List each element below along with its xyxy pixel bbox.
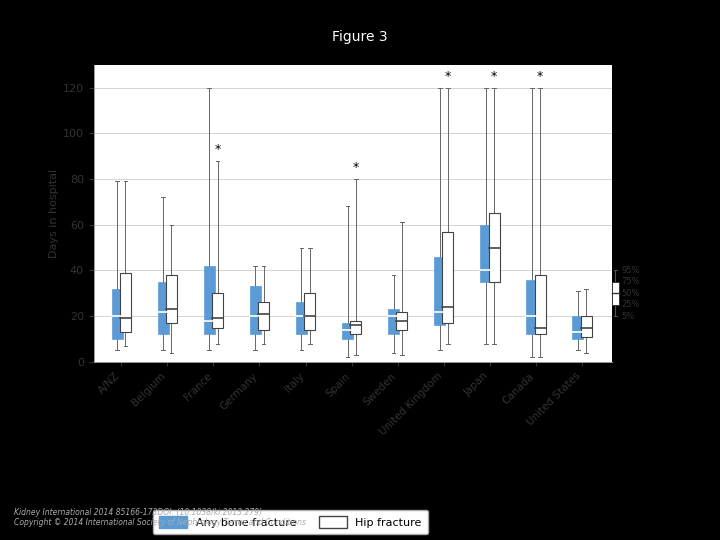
Text: *: *: [537, 70, 544, 83]
Bar: [488, 213, 500, 282]
Bar: [434, 256, 445, 325]
Bar: [296, 302, 307, 334]
Y-axis label: Days in hospital: Days in hospital: [48, 168, 58, 258]
Text: 75%: 75%: [621, 278, 640, 286]
Bar: [120, 273, 131, 332]
Bar: [250, 286, 261, 334]
Bar: [526, 280, 537, 334]
Bar: [480, 225, 491, 282]
Legend: Any bone fracture, Hip fracture: Any bone fracture, Hip fracture: [153, 510, 428, 535]
Text: *: *: [491, 70, 498, 83]
Text: 95%: 95%: [621, 266, 639, 275]
Bar: [580, 316, 592, 336]
Bar: [112, 289, 122, 339]
Text: 50%: 50%: [621, 289, 639, 298]
Bar: [342, 323, 353, 339]
Bar: [388, 309, 399, 334]
Text: 5%: 5%: [621, 312, 634, 321]
Text: *: *: [353, 161, 359, 174]
Bar: [158, 282, 168, 334]
Bar: [572, 316, 583, 339]
Bar: [534, 275, 546, 334]
Bar: [204, 266, 215, 334]
Bar: [258, 302, 269, 330]
Text: Figure 3: Figure 3: [332, 30, 388, 44]
Bar: [212, 293, 223, 328]
Bar: [611, 282, 619, 305]
Text: *: *: [445, 70, 451, 83]
Bar: [304, 293, 315, 330]
Text: 25%: 25%: [621, 300, 639, 309]
Bar: [350, 321, 361, 334]
Bar: [396, 312, 408, 330]
Bar: [166, 275, 177, 323]
Text: Kidney International 2014 85166-173DOI: (10.1038/ki.2013.279): Kidney International 2014 85166-173DOI: …: [14, 508, 263, 517]
Text: *: *: [215, 143, 221, 156]
Bar: [442, 232, 454, 323]
Text: Copyright © 2014 International Society of Nephrology Terms and Conditions: Copyright © 2014 International Society o…: [14, 518, 307, 528]
